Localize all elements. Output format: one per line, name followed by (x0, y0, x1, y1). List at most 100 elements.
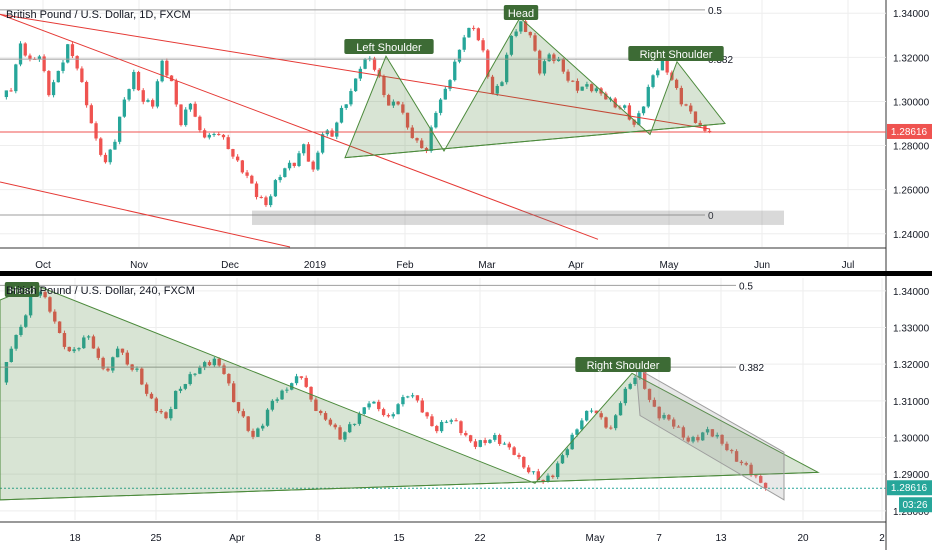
candle-body (500, 82, 504, 86)
candle-body (363, 59, 367, 69)
candle-body (174, 81, 178, 105)
candle-body (231, 149, 235, 157)
candle-body (646, 86, 650, 107)
x-tick-label: Apr (568, 260, 584, 271)
candle-body (297, 153, 301, 166)
x-tick-label: Feb (396, 260, 414, 271)
candle-body (662, 414, 666, 419)
candle-body (75, 56, 79, 69)
candle-body (453, 61, 457, 81)
candle-body (160, 60, 164, 82)
candle-body (84, 81, 89, 106)
candle-body (94, 123, 98, 139)
candle-body (429, 127, 433, 151)
candle-body (698, 122, 702, 126)
candle-body (183, 384, 188, 389)
pattern-annotation-text: Right Shoulder (640, 49, 713, 61)
candle-body (117, 116, 122, 142)
candle-body (314, 399, 318, 411)
candle-body (580, 86, 584, 91)
candle-body (311, 161, 315, 170)
candle-body (43, 292, 47, 298)
candle-body (103, 154, 108, 163)
candle-body (169, 409, 173, 419)
candle-body (217, 134, 221, 136)
fib-level-label: 0.5 (739, 281, 753, 292)
candle-body (367, 403, 371, 408)
candle-body (730, 450, 734, 452)
candle-body (275, 399, 279, 401)
candle-body (120, 348, 125, 353)
candle-body (261, 425, 265, 429)
pattern-annotation-text: Head (508, 8, 534, 20)
candle-body (575, 429, 579, 435)
candle-body (473, 441, 478, 447)
neckline (344, 123, 726, 159)
y-tick-label: 1.31000 (893, 397, 930, 408)
candle-body (23, 43, 27, 56)
candle-body (323, 413, 328, 420)
candle-body (497, 435, 502, 444)
candle-body (676, 426, 681, 428)
candle-body (202, 362, 207, 368)
candle-body (9, 348, 13, 363)
candle-body (710, 429, 715, 437)
candle-body (127, 89, 131, 100)
fib-level-label: 0.382 (739, 363, 764, 374)
candle-body (28, 295, 33, 316)
candle-body (165, 60, 169, 76)
candle-body (86, 336, 91, 338)
candle-body (533, 35, 537, 51)
candle-body (555, 463, 560, 478)
support-zone (252, 210, 784, 225)
candle-body (449, 420, 453, 422)
candle-body (444, 421, 449, 423)
candle-body (198, 116, 202, 131)
candle-body (115, 348, 120, 358)
candle-body (410, 127, 414, 139)
candle-body (599, 413, 603, 418)
candle-body (565, 449, 570, 456)
x-tick-label: Nov (130, 260, 148, 271)
y-tick-label: 1.34000 (893, 9, 930, 20)
candle-body (693, 111, 698, 123)
candle-body (406, 396, 410, 398)
candle-body (517, 454, 521, 457)
candle-body (101, 357, 105, 369)
candle-body (154, 398, 159, 411)
candle-body (528, 31, 532, 36)
candle-body (707, 130, 712, 132)
candle-body (679, 87, 683, 105)
candle-body (749, 464, 753, 476)
candle-body (96, 348, 100, 358)
x-tick-label: May (660, 260, 679, 271)
candle-body (623, 388, 628, 404)
candle-body (609, 427, 613, 429)
candle-body (538, 50, 542, 74)
price-tag (887, 123, 932, 139)
candle-body (149, 393, 154, 399)
candle-body (589, 84, 594, 92)
candle-body (604, 417, 608, 428)
trendline (0, 181, 291, 248)
candle-body (493, 435, 497, 440)
candle-body (335, 122, 339, 137)
candle-body (618, 403, 623, 416)
y-tick-label: 1.34000 (893, 287, 930, 298)
candle-body (184, 109, 188, 126)
candle-body (82, 337, 86, 349)
candle-body (42, 56, 46, 72)
candle-body (240, 160, 245, 173)
candle-body (339, 107, 344, 123)
candle-body (674, 79, 679, 88)
candle-body (415, 138, 419, 141)
candle-body (387, 95, 391, 106)
candle-body (734, 451, 739, 462)
candle-body (222, 365, 226, 374)
candle-body (316, 152, 320, 170)
y-tick-label: 1.24000 (893, 230, 930, 241)
x-tick-label: Apr (229, 533, 245, 544)
pattern-annotation (575, 357, 671, 372)
candle-body (292, 162, 296, 166)
candle-body (319, 410, 323, 414)
